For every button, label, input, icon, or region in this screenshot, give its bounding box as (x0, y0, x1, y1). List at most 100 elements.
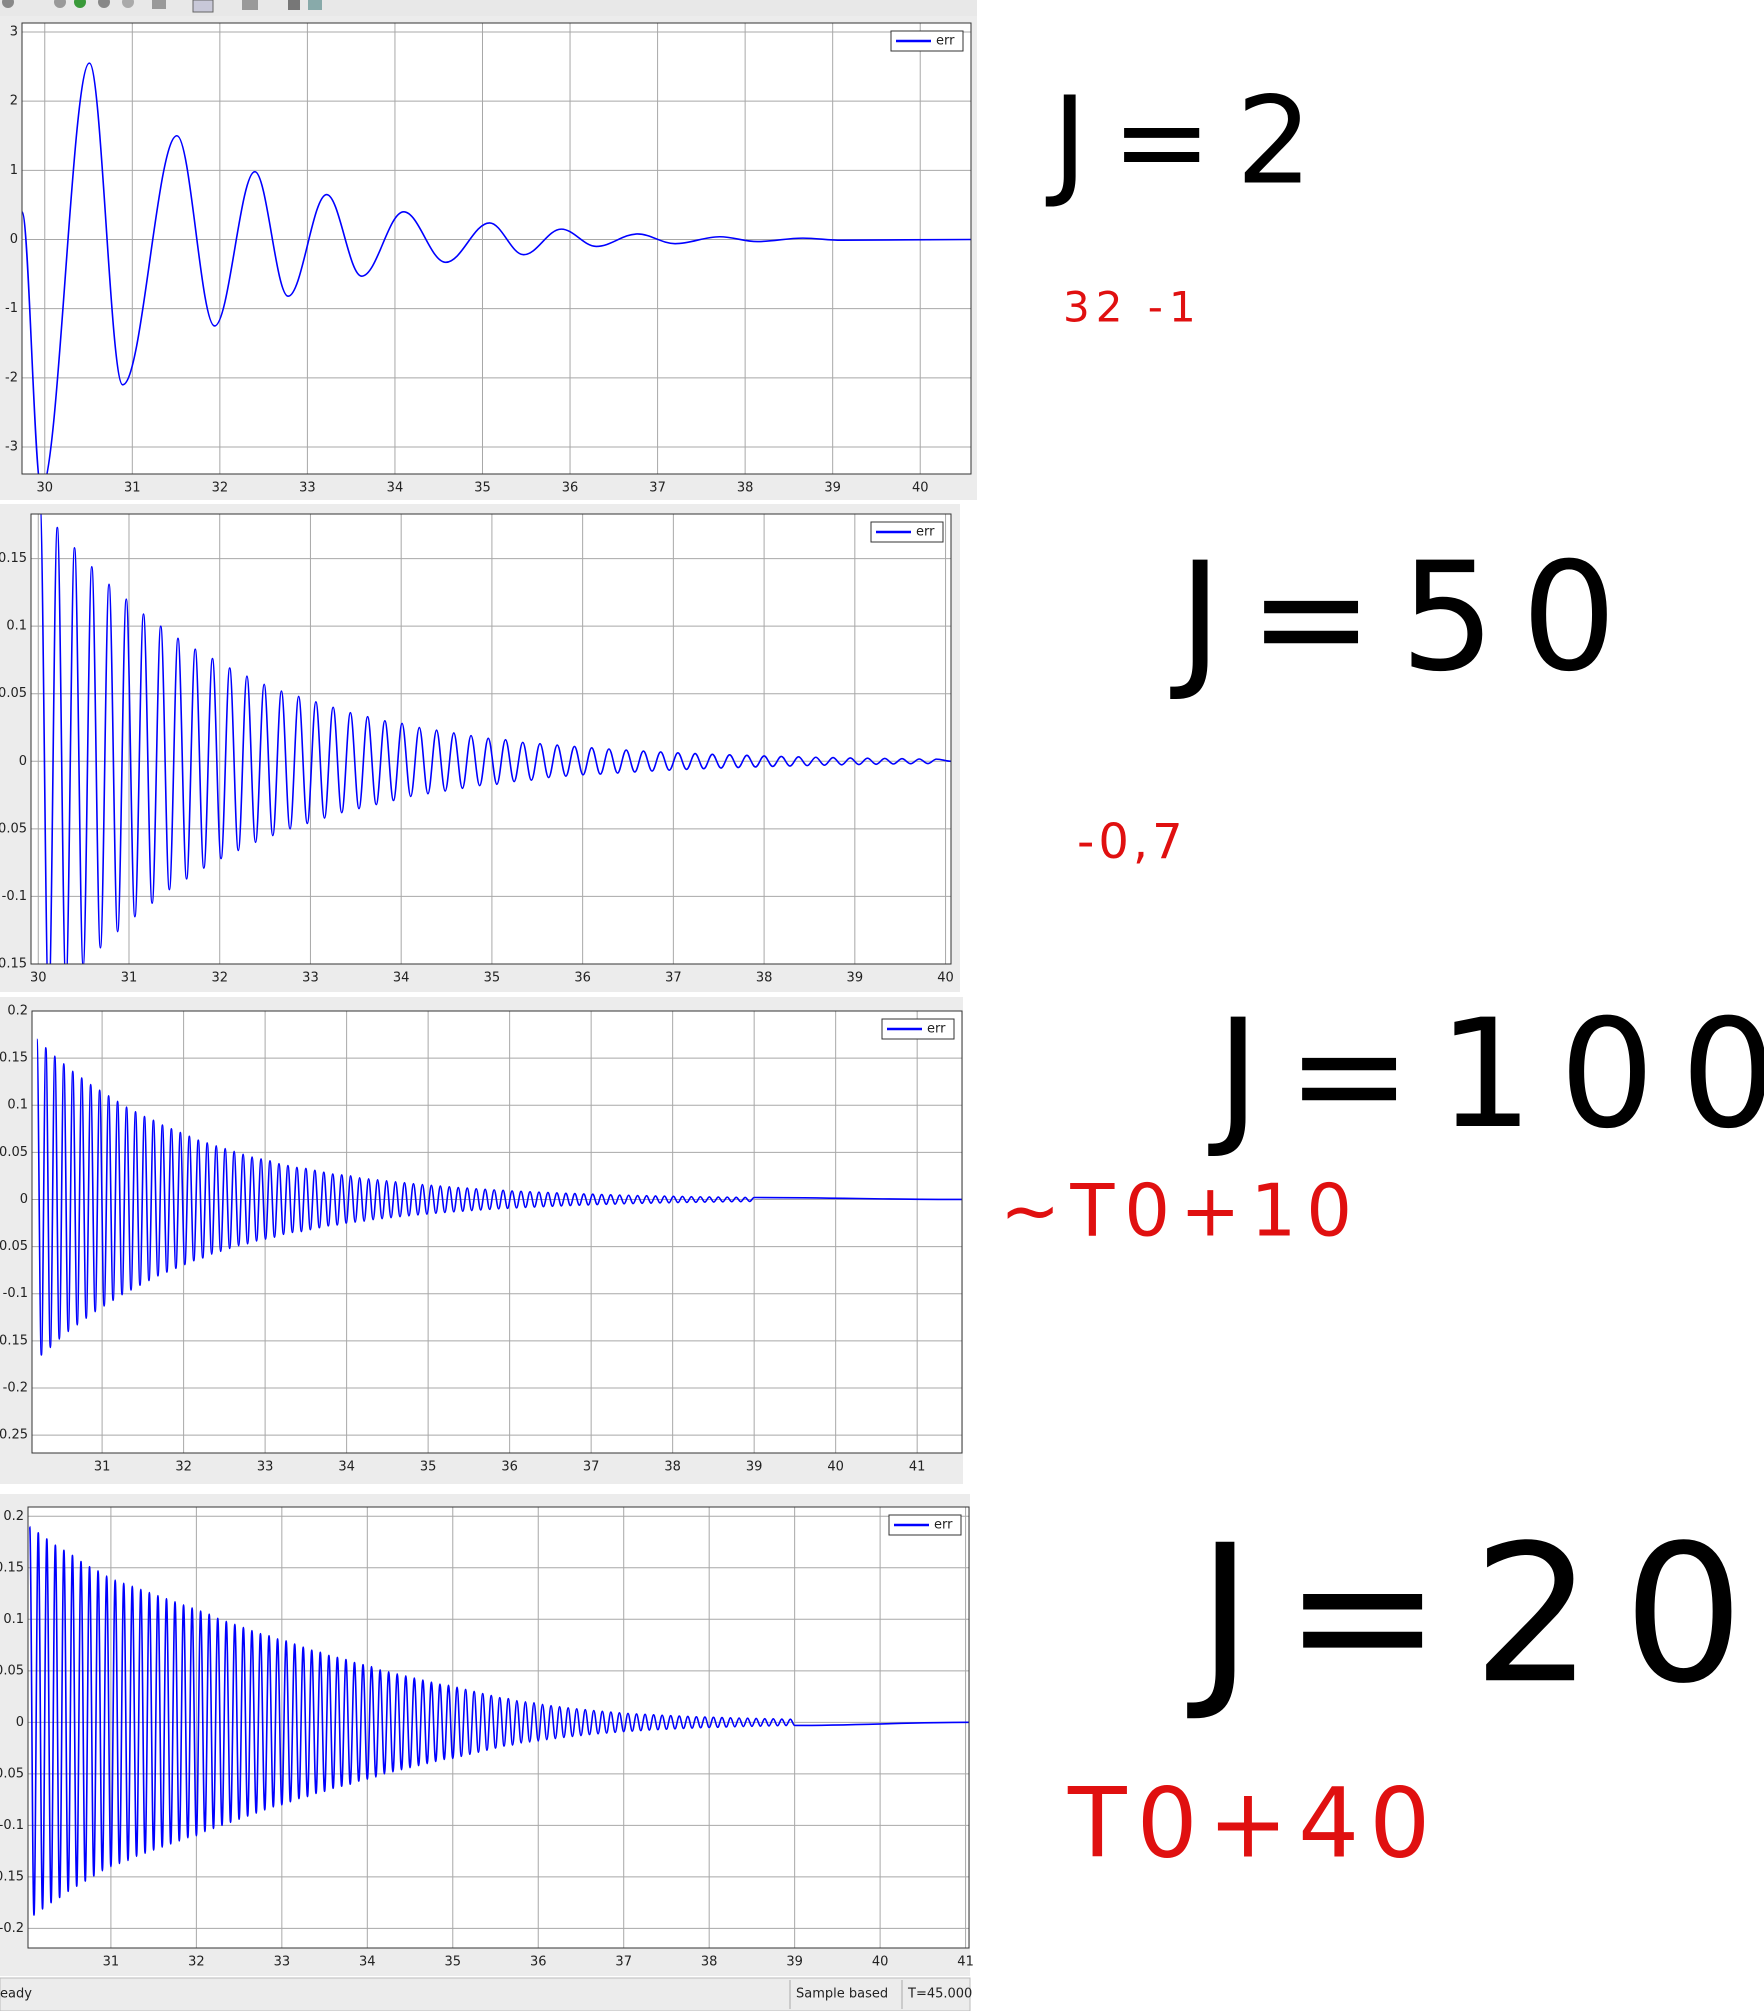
handwritten-note: J=200 (1187, 1504, 1764, 1725)
x-tick-label: 33 (302, 971, 319, 986)
legend: err (881, 1018, 955, 1040)
err-line (36, 1038, 962, 1356)
x-tick-label: 33 (257, 1460, 274, 1475)
handwritten-note: J=2 (1045, 73, 1336, 212)
y-tick-label: -0.1 (2, 889, 27, 904)
handwritten-note: ~T0+10 (1000, 1169, 1362, 1253)
series-group (40, 514, 951, 964)
plot-area (28, 1507, 969, 1948)
status-bar-bg (0, 1977, 971, 2011)
x-tick-label: 40 (872, 1955, 889, 1970)
toolbar-icon[interactable] (192, 0, 214, 13)
toolbar (0, 0, 977, 16)
toolbar-icon[interactable] (2, 0, 14, 8)
x-tick-label: 33 (299, 481, 316, 496)
plot-border (30, 513, 952, 965)
x-tick-label: 35 (484, 971, 501, 986)
y-tick-label: -3 (5, 440, 18, 455)
handwritten-note: -0,7 (1077, 814, 1187, 870)
x-tick-label: 36 (562, 481, 579, 496)
y-tick-label: -0.15 (0, 957, 27, 972)
y-tick-label: 0.05 (0, 686, 27, 701)
plot-border (21, 22, 972, 475)
toolbar-icon[interactable] (308, 0, 322, 10)
x-tick-label: 32 (211, 971, 228, 986)
legend-label: err (916, 525, 935, 540)
status-text: eady (0, 1987, 32, 2002)
toolbar-icon[interactable] (288, 0, 300, 10)
y-tick-label: -0.05 (0, 1766, 24, 1781)
x-tick-label: 31 (103, 1955, 120, 1970)
legend-label: err (934, 1518, 953, 1533)
x-tick-label: 37 (615, 1955, 632, 1970)
legend: err (890, 30, 964, 52)
err-line (40, 514, 951, 964)
x-tick-label: 34 (338, 1460, 355, 1475)
x-tick-label: 36 (574, 971, 591, 986)
y-tick-label: 0 (10, 232, 18, 247)
x-tick-label: 36 (501, 1460, 518, 1475)
toolbar-icon[interactable] (122, 0, 134, 8)
toolbar-icon[interactable] (152, 0, 166, 9)
handwritten-note: 32 -1 (1063, 283, 1202, 332)
x-tick-label: 34 (359, 1955, 376, 1970)
x-tick-label: 38 (664, 1460, 681, 1475)
status-time: T=45.000 (907, 1987, 972, 2002)
plot-area (31, 514, 951, 964)
x-tick-label: 30 (30, 971, 47, 986)
plot-border (27, 1506, 970, 1949)
y-tick-label: 0 (20, 1192, 28, 1207)
x-tick-label: 38 (737, 481, 754, 496)
y-tick-label: -0.1 (3, 1286, 28, 1301)
x-tick-label: 38 (756, 971, 773, 986)
y-tick-label: 0.15 (0, 551, 27, 566)
y-tick-label: -0.25 (0, 1428, 28, 1443)
x-tick-label: 33 (274, 1955, 291, 1970)
toolbar-icon[interactable] (242, 0, 258, 10)
y-tick-label: 0.1 (3, 1612, 24, 1627)
plot-area (22, 23, 971, 474)
y-tick-label: 0.15 (0, 1051, 28, 1066)
y-tick-label: -0.05 (0, 1239, 28, 1254)
toolbar-icon[interactable] (98, 0, 110, 8)
toolbar-icon[interactable] (74, 0, 86, 8)
y-tick-label: 0.2 (3, 1509, 24, 1524)
x-tick-label: 31 (94, 1460, 111, 1475)
toolbar-icon[interactable] (54, 0, 66, 8)
y-tick-label: -0.15 (0, 1333, 28, 1348)
x-tick-label: 34 (393, 971, 410, 986)
y-tick-label: -0.15 (0, 1869, 24, 1884)
err-line (28, 1525, 969, 1916)
legend: err (888, 1514, 962, 1536)
err-line (22, 62, 971, 474)
y-tick-label: -2 (5, 370, 18, 385)
y-tick-label: -0.05 (0, 821, 27, 836)
series-group (36, 1038, 962, 1356)
scope: 31 32 33 34 35 36 37 38 39 40 41 -0.25 -0.2 -0.15 -0.1… (0, 997, 963, 1484)
y-tick-label: -1 (5, 301, 18, 316)
x-tick-label: 41 (957, 1955, 974, 1970)
toolbar-bg (0, 0, 977, 16)
x-tick-label: 32 (188, 1955, 205, 1970)
y-tick-label: 0.05 (0, 1145, 28, 1160)
legend-label: err (936, 34, 955, 49)
x-tick-label: 35 (445, 1955, 462, 1970)
x-tick-label: 35 (474, 481, 491, 496)
handwritten-note: J=100 (1208, 988, 1764, 1162)
x-tick-label: 39 (824, 481, 841, 496)
plot-border (31, 1010, 963, 1454)
x-tick-label: 40 (827, 1460, 844, 1475)
x-tick-label: 31 (121, 971, 138, 986)
handwritten-note: T0+40 (1067, 1767, 1440, 1879)
x-tick-label: 37 (665, 971, 682, 986)
x-tick-label: 35 (420, 1460, 437, 1475)
y-tick-label: 0.1 (6, 619, 27, 634)
x-tick-label: 41 (909, 1460, 926, 1475)
series-group (28, 1525, 969, 1916)
x-tick-label: 39 (746, 1460, 763, 1475)
y-tick-label: 2 (10, 94, 18, 109)
y-tick-label: 0 (19, 754, 27, 769)
